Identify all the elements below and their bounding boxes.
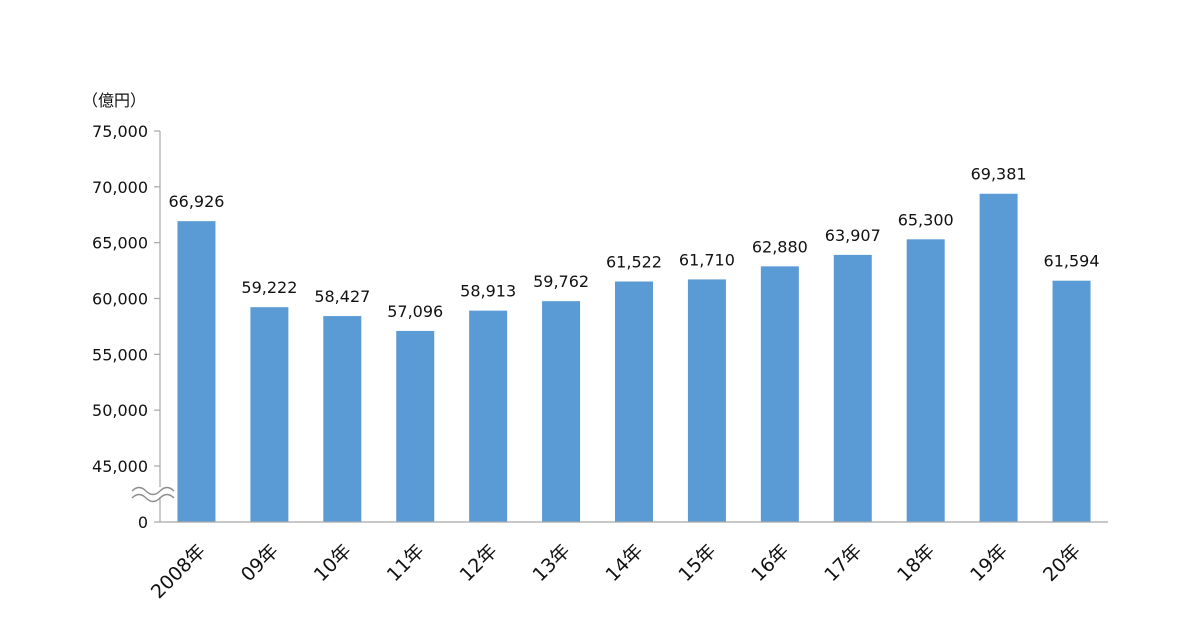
x-tick-label: 10年 (310, 540, 356, 586)
x-tick-label: 12年 (456, 540, 502, 586)
y-tick-label: 0 (138, 513, 148, 532)
y-tick-label: 60,000 (92, 290, 148, 309)
data-label: 62,880 (752, 237, 808, 256)
data-label: 66,926 (168, 192, 224, 211)
y-tick-label: 75,000 (92, 122, 148, 141)
y-unit-label: （億円） (82, 91, 146, 110)
x-tick-label: 17年 (820, 540, 866, 586)
bar (1052, 280, 1091, 522)
y-tick-label: 50,000 (92, 401, 148, 420)
axis-break-gap (138, 487, 168, 497)
data-label: 69,381 (971, 165, 1027, 184)
data-label: 65,300 (898, 210, 954, 229)
x-tick-label: 14年 (601, 540, 647, 586)
bar (396, 330, 435, 522)
x-tick-label: 19年 (966, 540, 1012, 586)
bar (760, 266, 799, 522)
y-tick-label: 45,000 (92, 457, 148, 476)
bar (979, 193, 1018, 523)
data-label: 61,522 (606, 253, 662, 272)
bar (177, 221, 216, 522)
data-label: 57,096 (387, 302, 443, 321)
data-label: 58,913 (460, 282, 516, 301)
x-tick-label: 18年 (893, 540, 939, 586)
data-label: 58,427 (314, 287, 370, 306)
y-tick-label: 70,000 (92, 178, 148, 197)
x-tick-label: 15年 (674, 540, 720, 586)
x-tick-label: 11年 (383, 540, 429, 586)
x-tick-label: 09年 (237, 540, 283, 586)
bar (687, 279, 726, 522)
y-tick-label: 65,000 (92, 234, 148, 253)
bar (323, 316, 362, 522)
data-label: 59,222 (241, 278, 297, 297)
data-label: 63,907 (825, 226, 881, 245)
y-axis-ticks: 0 45,000 50,000 55,000 60,000 65,000 70,000 75,… (92, 122, 160, 532)
bar (906, 239, 945, 523)
x-tick-label: 20年 (1039, 540, 1085, 586)
y-tick-label: 55,000 (92, 345, 148, 364)
x-tick-label: 13年 (529, 540, 575, 586)
bar (250, 307, 289, 522)
bar (469, 310, 508, 522)
axis-break-wave (131, 493, 175, 503)
data-label: 61,594 (1044, 252, 1100, 271)
x-tick-label: 2008年 (147, 540, 210, 603)
x-tick-label: 16年 (747, 540, 793, 586)
bar (615, 281, 653, 522)
bar (833, 254, 872, 522)
axis-break-wave (131, 486, 175, 496)
axis-break-symbol (131, 486, 175, 503)
bars (177, 193, 1091, 523)
data-labels: 66,926 59,222 58,427 57,096 58,913 59,762 61,5… (168, 165, 1099, 321)
x-axis-ticks: 2008年 09年 10年 11年 12年 13年 14年 15年 16年 17年 18年 19年 20… (147, 540, 1085, 603)
data-label: 61,710 (679, 250, 735, 269)
data-label: 59,762 (533, 272, 589, 291)
bar (542, 301, 581, 522)
